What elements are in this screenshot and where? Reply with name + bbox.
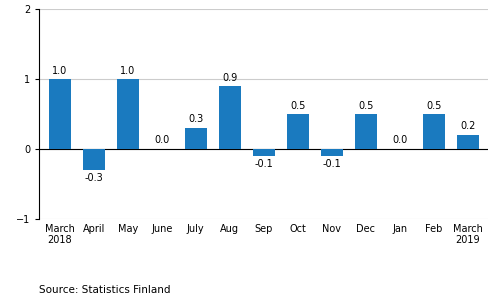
Text: -0.3: -0.3 (84, 173, 103, 183)
Bar (219, 86, 241, 149)
Text: 1.0: 1.0 (120, 66, 136, 76)
Text: 0.5: 0.5 (426, 101, 441, 111)
Text: -0.1: -0.1 (254, 160, 273, 169)
Bar (320, 149, 343, 156)
Text: 0.5: 0.5 (290, 101, 306, 111)
Text: 0.9: 0.9 (222, 73, 238, 83)
Bar (457, 135, 479, 149)
Text: 0.5: 0.5 (358, 101, 373, 111)
Bar (253, 149, 275, 156)
Bar (117, 79, 139, 149)
Text: 0.2: 0.2 (460, 122, 475, 132)
Bar (287, 114, 309, 149)
Bar (83, 149, 105, 170)
Bar (185, 128, 207, 149)
Text: Source: Statistics Finland: Source: Statistics Finland (39, 285, 171, 295)
Bar (423, 114, 445, 149)
Text: -0.1: -0.1 (322, 160, 341, 169)
Text: 0.3: 0.3 (188, 115, 204, 125)
Bar (49, 79, 71, 149)
Text: 0.0: 0.0 (392, 136, 407, 146)
Text: 0.0: 0.0 (154, 136, 170, 146)
Bar (354, 114, 377, 149)
Text: 1.0: 1.0 (52, 66, 68, 76)
